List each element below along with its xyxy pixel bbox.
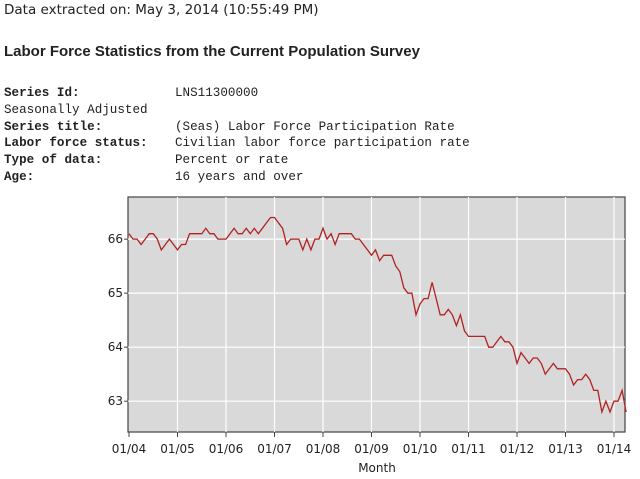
x-tick-label: 01/07 [257, 442, 292, 456]
page-title: Labor Force Statistics from the Current … [4, 43, 420, 60]
meta-row: Age: 16 years and over [4, 169, 470, 186]
y-tick-label: 64 [108, 340, 123, 354]
meta-label: Series Id: [4, 86, 80, 100]
meta-value: 16 years and over [175, 169, 304, 184]
extraction-date: Data extracted on: May 3, 2014 (10:55:49… [4, 2, 319, 18]
x-tick-label: 01/04 [112, 442, 147, 456]
y-tick-label: 63 [108, 394, 123, 408]
meta-label: Age: [4, 169, 35, 184]
meta-label: Seasonally Adjusted [4, 102, 148, 117]
meta-value: Civilian labor force participation rate [175, 136, 470, 151]
meta-label: Series title: [4, 119, 103, 134]
x-tick-label: 01/09 [354, 442, 389, 456]
meta-value: (Seas) Labor Force Participation Rate [175, 119, 455, 134]
meta-row: Series Id: LNS11300000 [4, 85, 470, 102]
x-tick-label: 01/08 [306, 442, 341, 456]
x-tick-label: 01/14 [597, 442, 632, 456]
y-tick-label: 66 [108, 232, 123, 246]
x-tick-label: 01/11 [451, 442, 486, 456]
meta-row: Seasonally Adjusted [4, 102, 470, 119]
x-tick-label: 01/10 [403, 442, 438, 456]
meta-value: Percent or rate [175, 153, 289, 168]
series-line [128, 216, 627, 415]
meta-row: Labor force status: Civilian labor force … [4, 135, 470, 152]
meta-row: Series title: (Seas) Labor Force Particip… [4, 119, 470, 136]
y-tick-label: 65 [108, 286, 123, 300]
plot-area [127, 196, 626, 433]
x-tick-label: 01/12 [500, 442, 535, 456]
meta-value: LNS11300000 [175, 86, 259, 100]
x-tick-label: 01/13 [548, 442, 583, 456]
series-metadata: Series Id: LNS11300000 Seasonally Adjuste… [4, 85, 470, 186]
meta-label: Type of data: [4, 153, 103, 168]
meta-row: Type of data: Percent or rate [4, 152, 470, 169]
participation-rate-chart: 66 65 64 63 01/04 01/05 01/06 01/07 01/08 01/09 01… [108, 196, 632, 475]
x-tick-label: 01/05 [160, 442, 195, 456]
meta-label: Labor force status: [4, 136, 148, 151]
x-tick-label: 01/06 [209, 442, 244, 456]
x-axis-label: Month [358, 461, 396, 475]
